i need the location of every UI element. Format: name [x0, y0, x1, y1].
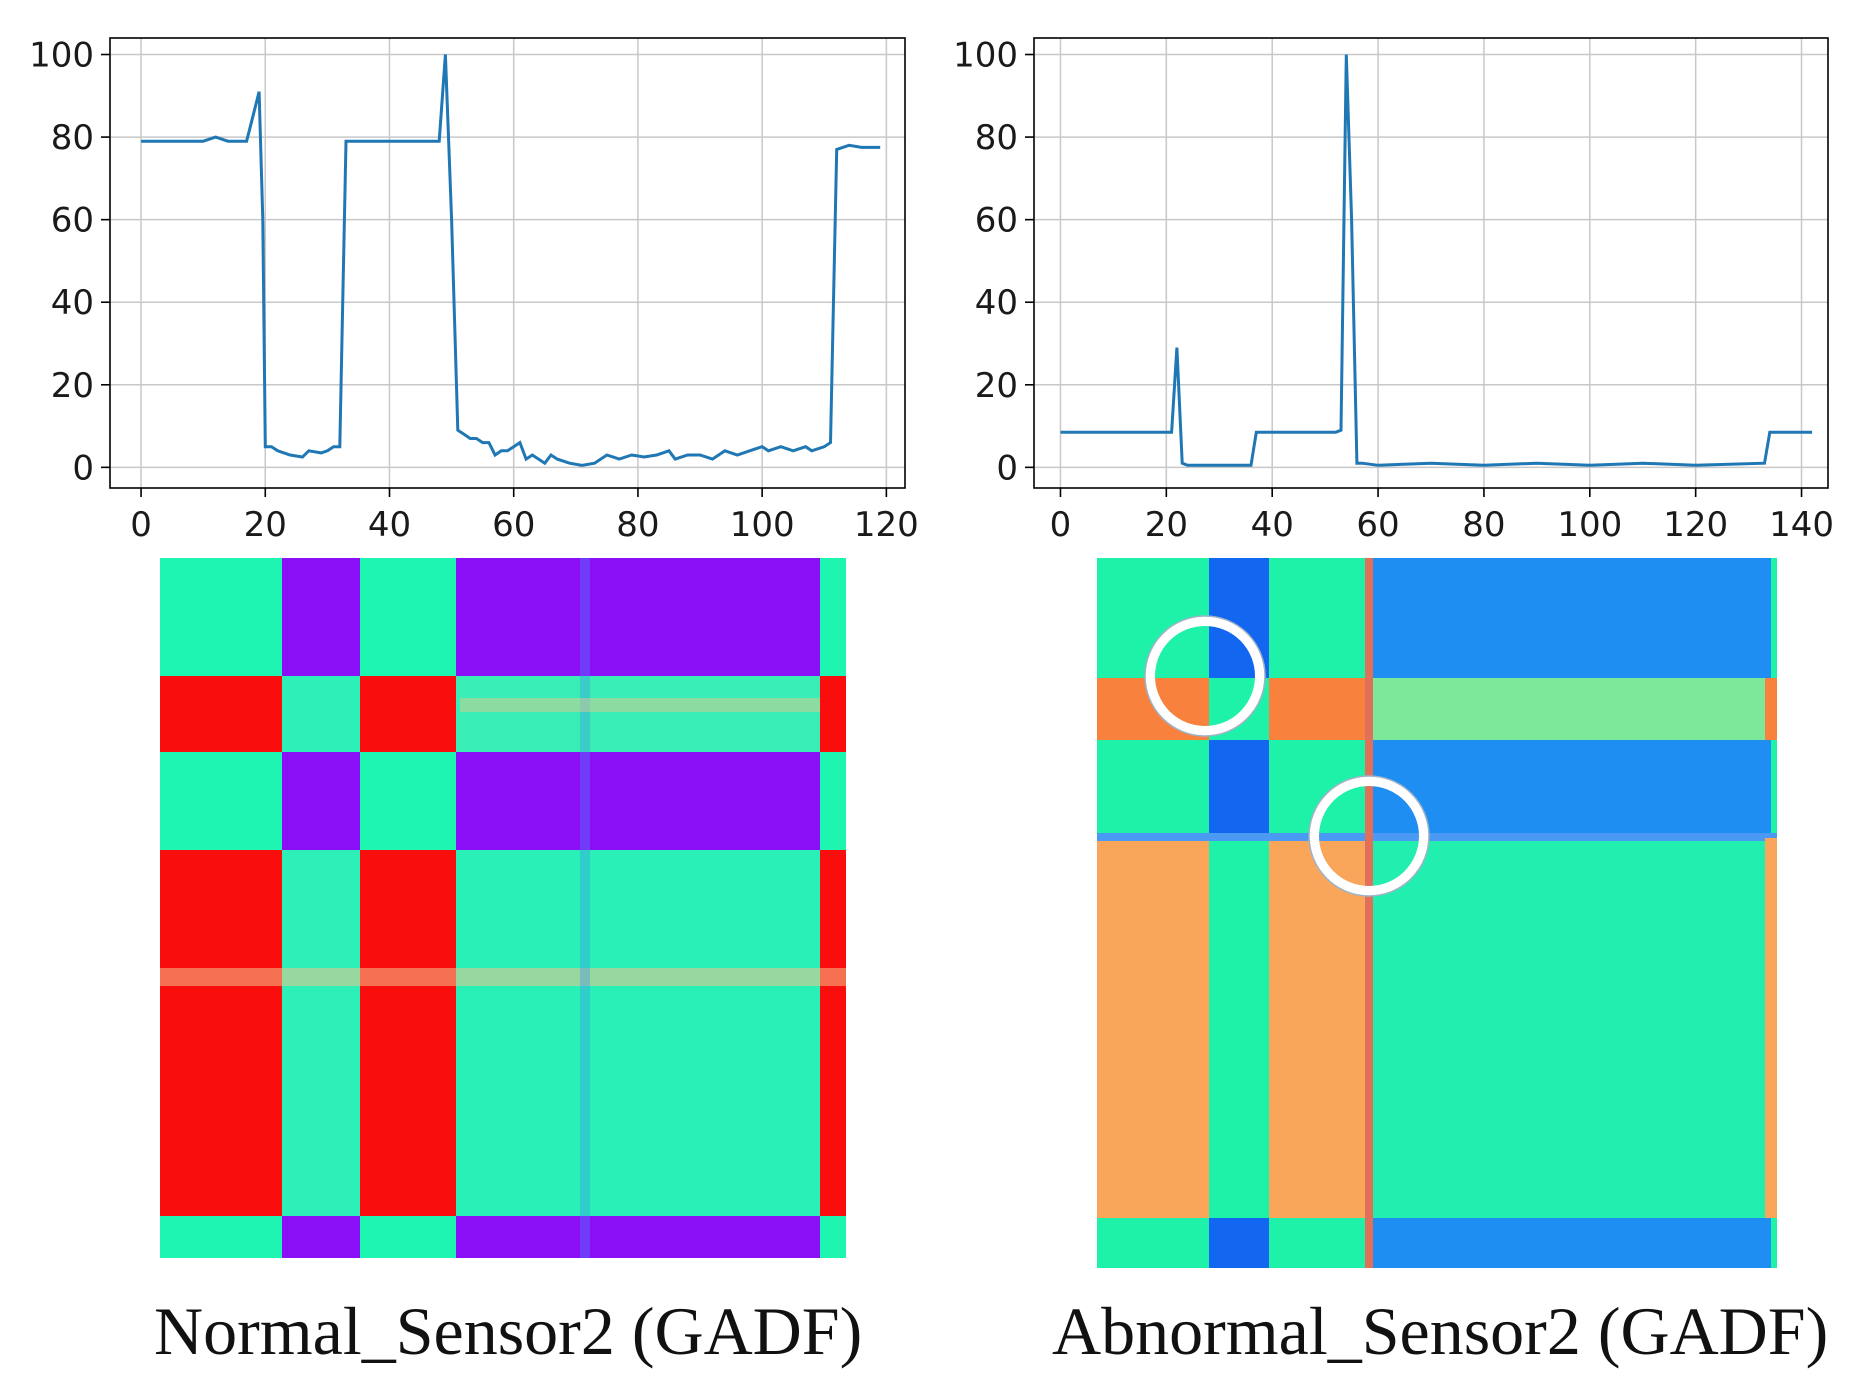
abnormal-ytick-label-60: 60 [975, 201, 1018, 241]
normal-cross-teal-4 [456, 850, 820, 1216]
abnormal-ticks: 0 20 40 60 80 100 120 140 0 20 40 60 80 100 [953, 36, 1834, 540]
anomaly-ring-1-outline [1144, 615, 1266, 737]
abnormal-right-orange [1765, 678, 1777, 740]
normal-cross-teal-1 [282, 676, 360, 752]
abnormal-series-line [1060, 54, 1813, 467]
abnormal-line-chart: 0 20 40 60 80 100 120 140 0 20 40 60 80 100 [953, 36, 1834, 540]
abnormal-caption: Abnormal_Sensor2 (GADF) [1052, 1293, 1829, 1369]
abnormal-cross-2 [1371, 678, 1771, 740]
abnormal-xtick-label-20: 20 [1145, 505, 1188, 540]
anomaly-ring-2-outline [1308, 775, 1430, 897]
abnormal-ytick-label-20: 20 [975, 366, 1018, 406]
normal-ytick-label-0: 0 [72, 448, 94, 488]
abnormal-gadf-heatmap [1097, 558, 1777, 1268]
normal-xtick-label-80: 80 [616, 505, 659, 540]
abnormal-xtick-label-140: 140 [1769, 505, 1834, 540]
normal-ytick-label-40: 40 [51, 283, 94, 323]
normal-col-red-right-1 [826, 676, 846, 752]
abnormal-ytick-label-100: 100 [953, 36, 1018, 76]
normal-col-red-right-2 [826, 850, 846, 1216]
abnormal-cross-3 [1209, 838, 1269, 1218]
normal-gridlines [110, 38, 905, 488]
normal-stripe-peach [160, 968, 846, 986]
abnormal-xtick-label-40: 40 [1251, 505, 1294, 540]
normal-xtick-label-120: 120 [854, 505, 919, 540]
normal-cross-teal-3 [282, 850, 360, 1216]
normal-axes-frame [109, 37, 906, 489]
normal-xtick-label-60: 60 [492, 505, 535, 540]
abnormal-ytick-label-40: 40 [975, 283, 1018, 323]
normal-stripe-blue [580, 558, 590, 1258]
abnormal-ytick-label-80: 80 [975, 118, 1018, 158]
normal-series-line [141, 54, 881, 467]
normal-stripe-peach-2 [460, 698, 820, 712]
normal-gadf-heatmap [160, 558, 846, 1258]
abnormal-xtick-label-80: 80 [1462, 505, 1505, 540]
normal-xtick-label-100: 100 [730, 505, 795, 540]
abnormal-divider-h [1097, 833, 1777, 841]
abnormal-divider-v [1365, 558, 1373, 1268]
abnormal-xtick-label-120: 120 [1663, 505, 1728, 540]
abnormal-ytick-label-0: 0 [996, 448, 1018, 488]
normal-ytick-label-80: 80 [51, 118, 94, 158]
abnormal-xtick-label-0: 0 [1050, 505, 1072, 540]
abnormal-right-orange-2 [1765, 838, 1777, 1218]
normal-ytick-label-20: 20 [51, 366, 94, 406]
normal-line-chart: 0 20 40 60 80 100 120 0 20 40 60 80 100 [29, 36, 919, 540]
anomaly-ring-1 [1145, 616, 1265, 736]
normal-ytick-label-100: 100 [29, 36, 94, 76]
abnormal-axes-frame [1033, 37, 1829, 489]
abnormal-gridlines [1034, 38, 1828, 488]
abnormal-cross-4 [1371, 838, 1771, 1218]
normal-xtick-label-0: 0 [130, 505, 152, 540]
normal-xtick-label-40: 40 [368, 505, 411, 540]
normal-caption: Normal_Sensor2 (GADF) [154, 1293, 863, 1369]
abnormal-ring-layer [1144, 615, 1430, 897]
normal-ytick-label-60: 60 [51, 201, 94, 241]
anomaly-ring-2 [1309, 776, 1429, 896]
normal-cross-teal-2 [456, 676, 820, 752]
normal-ticks: 0 20 40 60 80 100 120 0 20 40 60 80 100 [29, 36, 919, 540]
abnormal-xtick-label-100: 100 [1557, 505, 1622, 540]
abnormal-xtick-label-60: 60 [1356, 505, 1399, 540]
normal-xtick-label-20: 20 [244, 505, 287, 540]
